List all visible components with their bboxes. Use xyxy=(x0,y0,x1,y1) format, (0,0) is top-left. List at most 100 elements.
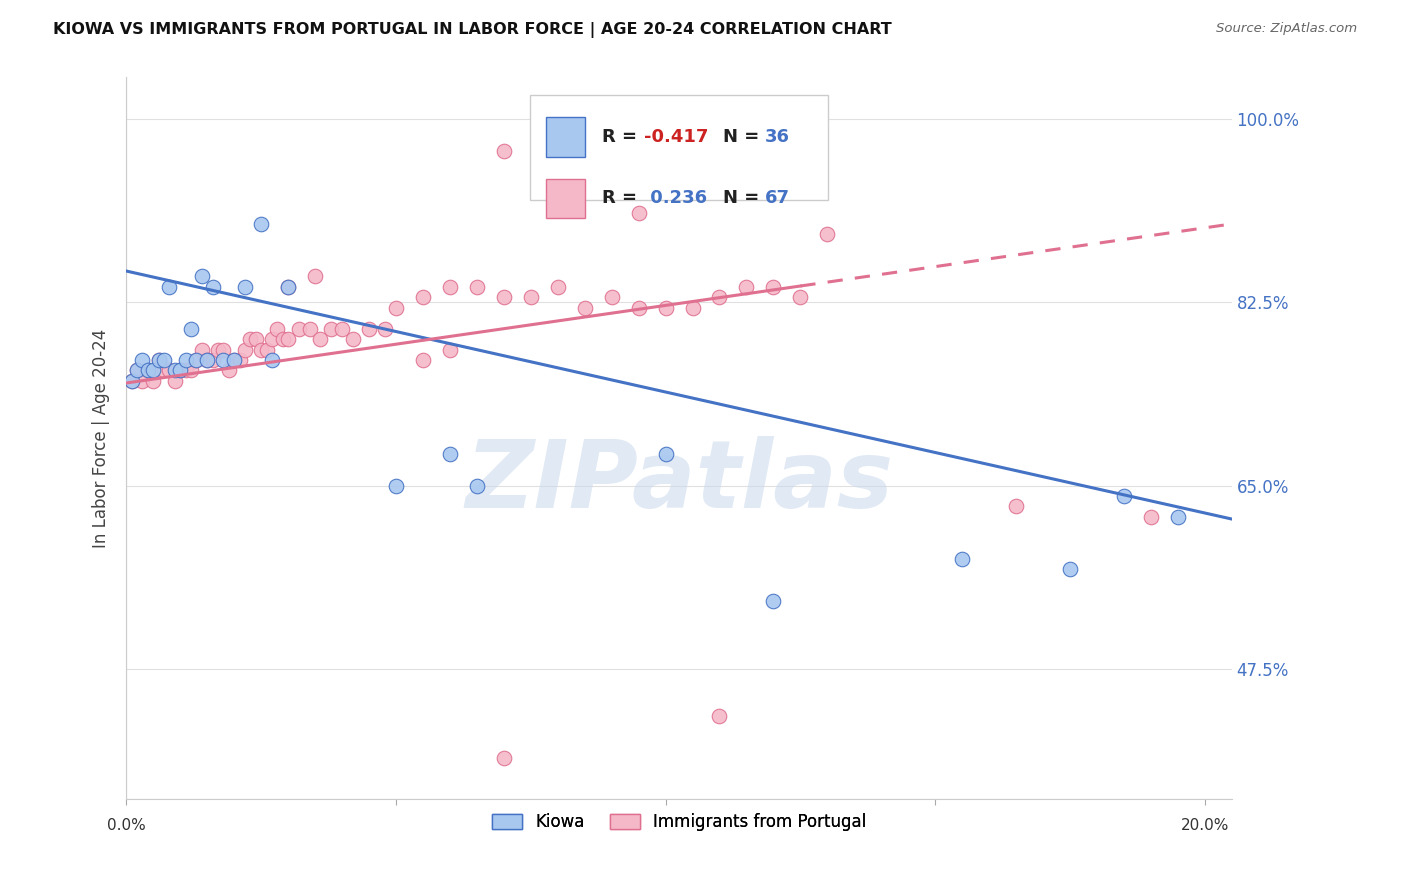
Point xyxy=(439,343,461,357)
Point xyxy=(439,447,461,461)
Point xyxy=(682,301,704,315)
Point xyxy=(627,206,650,220)
Point xyxy=(271,332,294,346)
Point xyxy=(180,363,202,377)
Point xyxy=(385,478,408,492)
Point xyxy=(815,227,838,242)
Point xyxy=(357,321,380,335)
Text: 0.236: 0.236 xyxy=(644,189,707,207)
FancyBboxPatch shape xyxy=(547,178,585,219)
Text: Source: ZipAtlas.com: Source: ZipAtlas.com xyxy=(1216,22,1357,36)
Point xyxy=(163,363,186,377)
Point xyxy=(153,353,176,368)
Point xyxy=(492,750,515,764)
Point xyxy=(142,374,165,388)
Point xyxy=(201,353,224,368)
Text: N =: N = xyxy=(723,189,766,207)
Point xyxy=(218,363,240,377)
Text: 20.0%: 20.0% xyxy=(1181,818,1229,833)
Point xyxy=(233,279,256,293)
Point xyxy=(1167,510,1189,524)
Point xyxy=(1005,500,1028,514)
Point xyxy=(492,144,515,158)
Point xyxy=(266,321,288,335)
Point xyxy=(1140,510,1163,524)
Point xyxy=(654,447,676,461)
Point xyxy=(1112,489,1135,503)
Point xyxy=(412,290,434,304)
Point xyxy=(439,279,461,293)
Point xyxy=(212,353,235,368)
Point xyxy=(950,551,973,566)
Point xyxy=(574,301,596,315)
Point xyxy=(195,353,218,368)
Text: -0.417: -0.417 xyxy=(644,128,709,146)
Point xyxy=(256,343,278,357)
Point xyxy=(735,279,758,293)
Point xyxy=(174,353,197,368)
Point xyxy=(321,321,343,335)
Text: R =: R = xyxy=(602,128,643,146)
Point xyxy=(789,290,811,304)
Text: R =: R = xyxy=(602,189,643,207)
Point xyxy=(228,353,250,368)
Point xyxy=(127,363,149,377)
Point xyxy=(148,353,170,368)
Point xyxy=(330,321,353,335)
Point xyxy=(195,353,218,368)
Text: ZIPatlas: ZIPatlas xyxy=(465,436,893,528)
Point xyxy=(233,343,256,357)
Point xyxy=(159,363,181,377)
Point xyxy=(288,321,311,335)
Point xyxy=(412,353,434,368)
Text: N =: N = xyxy=(723,128,766,146)
Point xyxy=(174,363,197,377)
Point xyxy=(131,353,153,368)
Point xyxy=(600,290,623,304)
Point xyxy=(709,290,731,304)
FancyBboxPatch shape xyxy=(530,95,828,200)
Point xyxy=(277,332,299,346)
Point xyxy=(239,332,262,346)
Point xyxy=(547,144,569,158)
Point xyxy=(250,343,273,357)
Legend: Kiowa, Immigrants from Portugal: Kiowa, Immigrants from Portugal xyxy=(485,806,873,838)
FancyBboxPatch shape xyxy=(547,117,585,157)
Point xyxy=(191,343,214,357)
Point xyxy=(163,374,186,388)
Point xyxy=(709,708,731,723)
Text: KIOWA VS IMMIGRANTS FROM PORTUGAL IN LABOR FORCE | AGE 20-24 CORRELATION CHART: KIOWA VS IMMIGRANTS FROM PORTUGAL IN LAB… xyxy=(53,22,893,38)
Point xyxy=(260,332,283,346)
Point xyxy=(159,279,181,293)
Point xyxy=(250,217,273,231)
Point xyxy=(191,269,214,284)
Point xyxy=(762,279,785,293)
Point xyxy=(385,301,408,315)
Point xyxy=(142,363,165,377)
Point xyxy=(762,593,785,607)
Text: 0.0%: 0.0% xyxy=(107,818,146,833)
Point xyxy=(277,279,299,293)
Point xyxy=(245,332,267,346)
Point xyxy=(374,321,396,335)
Text: 67: 67 xyxy=(765,189,790,207)
Point xyxy=(148,353,170,368)
Point xyxy=(136,363,159,377)
Y-axis label: In Labor Force | Age 20-24: In Labor Force | Age 20-24 xyxy=(93,329,110,548)
Point xyxy=(465,478,488,492)
Point xyxy=(153,363,176,377)
Point xyxy=(136,363,159,377)
Point xyxy=(224,353,246,368)
Point xyxy=(186,353,208,368)
Point xyxy=(169,363,191,377)
Point xyxy=(180,321,202,335)
Point xyxy=(121,374,143,388)
Point xyxy=(492,290,515,304)
Point xyxy=(627,301,650,315)
Point xyxy=(131,374,153,388)
Point xyxy=(342,332,364,346)
Point xyxy=(465,279,488,293)
Text: 36: 36 xyxy=(765,128,790,146)
Point xyxy=(304,269,326,284)
Point xyxy=(224,353,246,368)
